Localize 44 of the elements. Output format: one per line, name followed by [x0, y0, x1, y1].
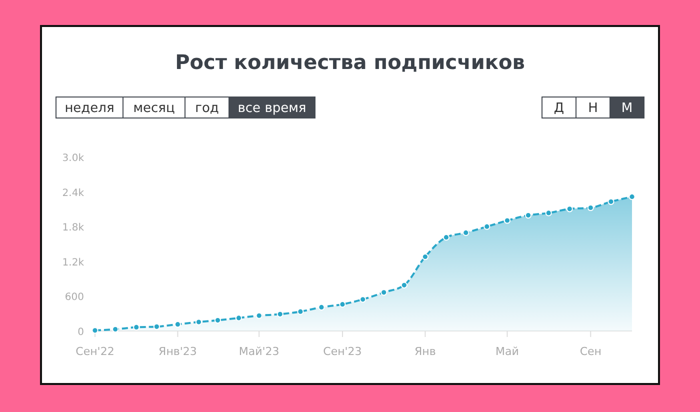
y-tick-label: 1.8k [62, 222, 84, 234]
point [360, 296, 366, 303]
point [174, 321, 182, 328]
point [422, 253, 428, 260]
point [318, 304, 325, 311]
x-tick-label: Сен'22 [76, 345, 114, 358]
point [484, 223, 490, 230]
point [504, 217, 511, 224]
x-tick-label: Май'23 [238, 345, 280, 358]
point [235, 314, 242, 322]
point [442, 234, 450, 241]
x-tick-label: Янв'23 [158, 345, 197, 358]
point [153, 323, 160, 330]
point [92, 327, 98, 334]
x-tick-label: Янв [414, 345, 436, 358]
point [628, 193, 636, 200]
x-tick-label: Май [496, 345, 519, 358]
point [297, 308, 304, 315]
point [339, 301, 346, 308]
y-tick-label: 2.4k [62, 188, 84, 199]
point [400, 282, 408, 288]
x-tick-label: Сен'23 [323, 345, 362, 358]
point [545, 210, 552, 216]
y-tick-label: 3.0k [62, 153, 84, 164]
y-tick-label: 1.2k [62, 257, 84, 268]
point [276, 310, 284, 318]
point [133, 324, 140, 331]
point [380, 289, 388, 296]
point [256, 312, 262, 319]
y-tick-label: 0 [78, 327, 84, 338]
text: месяц [133, 101, 175, 116]
text: неделя [64, 101, 114, 116]
text: все время [238, 101, 306, 116]
point [462, 229, 470, 236]
x-tick-label: Сен [580, 345, 602, 358]
point [566, 206, 573, 212]
chart-title: Рост количества подписчиков [175, 50, 525, 74]
point [608, 198, 614, 205]
text: Д [554, 101, 564, 116]
text: Н [588, 101, 598, 116]
text: М [621, 101, 633, 116]
y-tick-label: 600 [64, 292, 84, 304]
text: год [195, 101, 219, 116]
point [195, 318, 202, 326]
